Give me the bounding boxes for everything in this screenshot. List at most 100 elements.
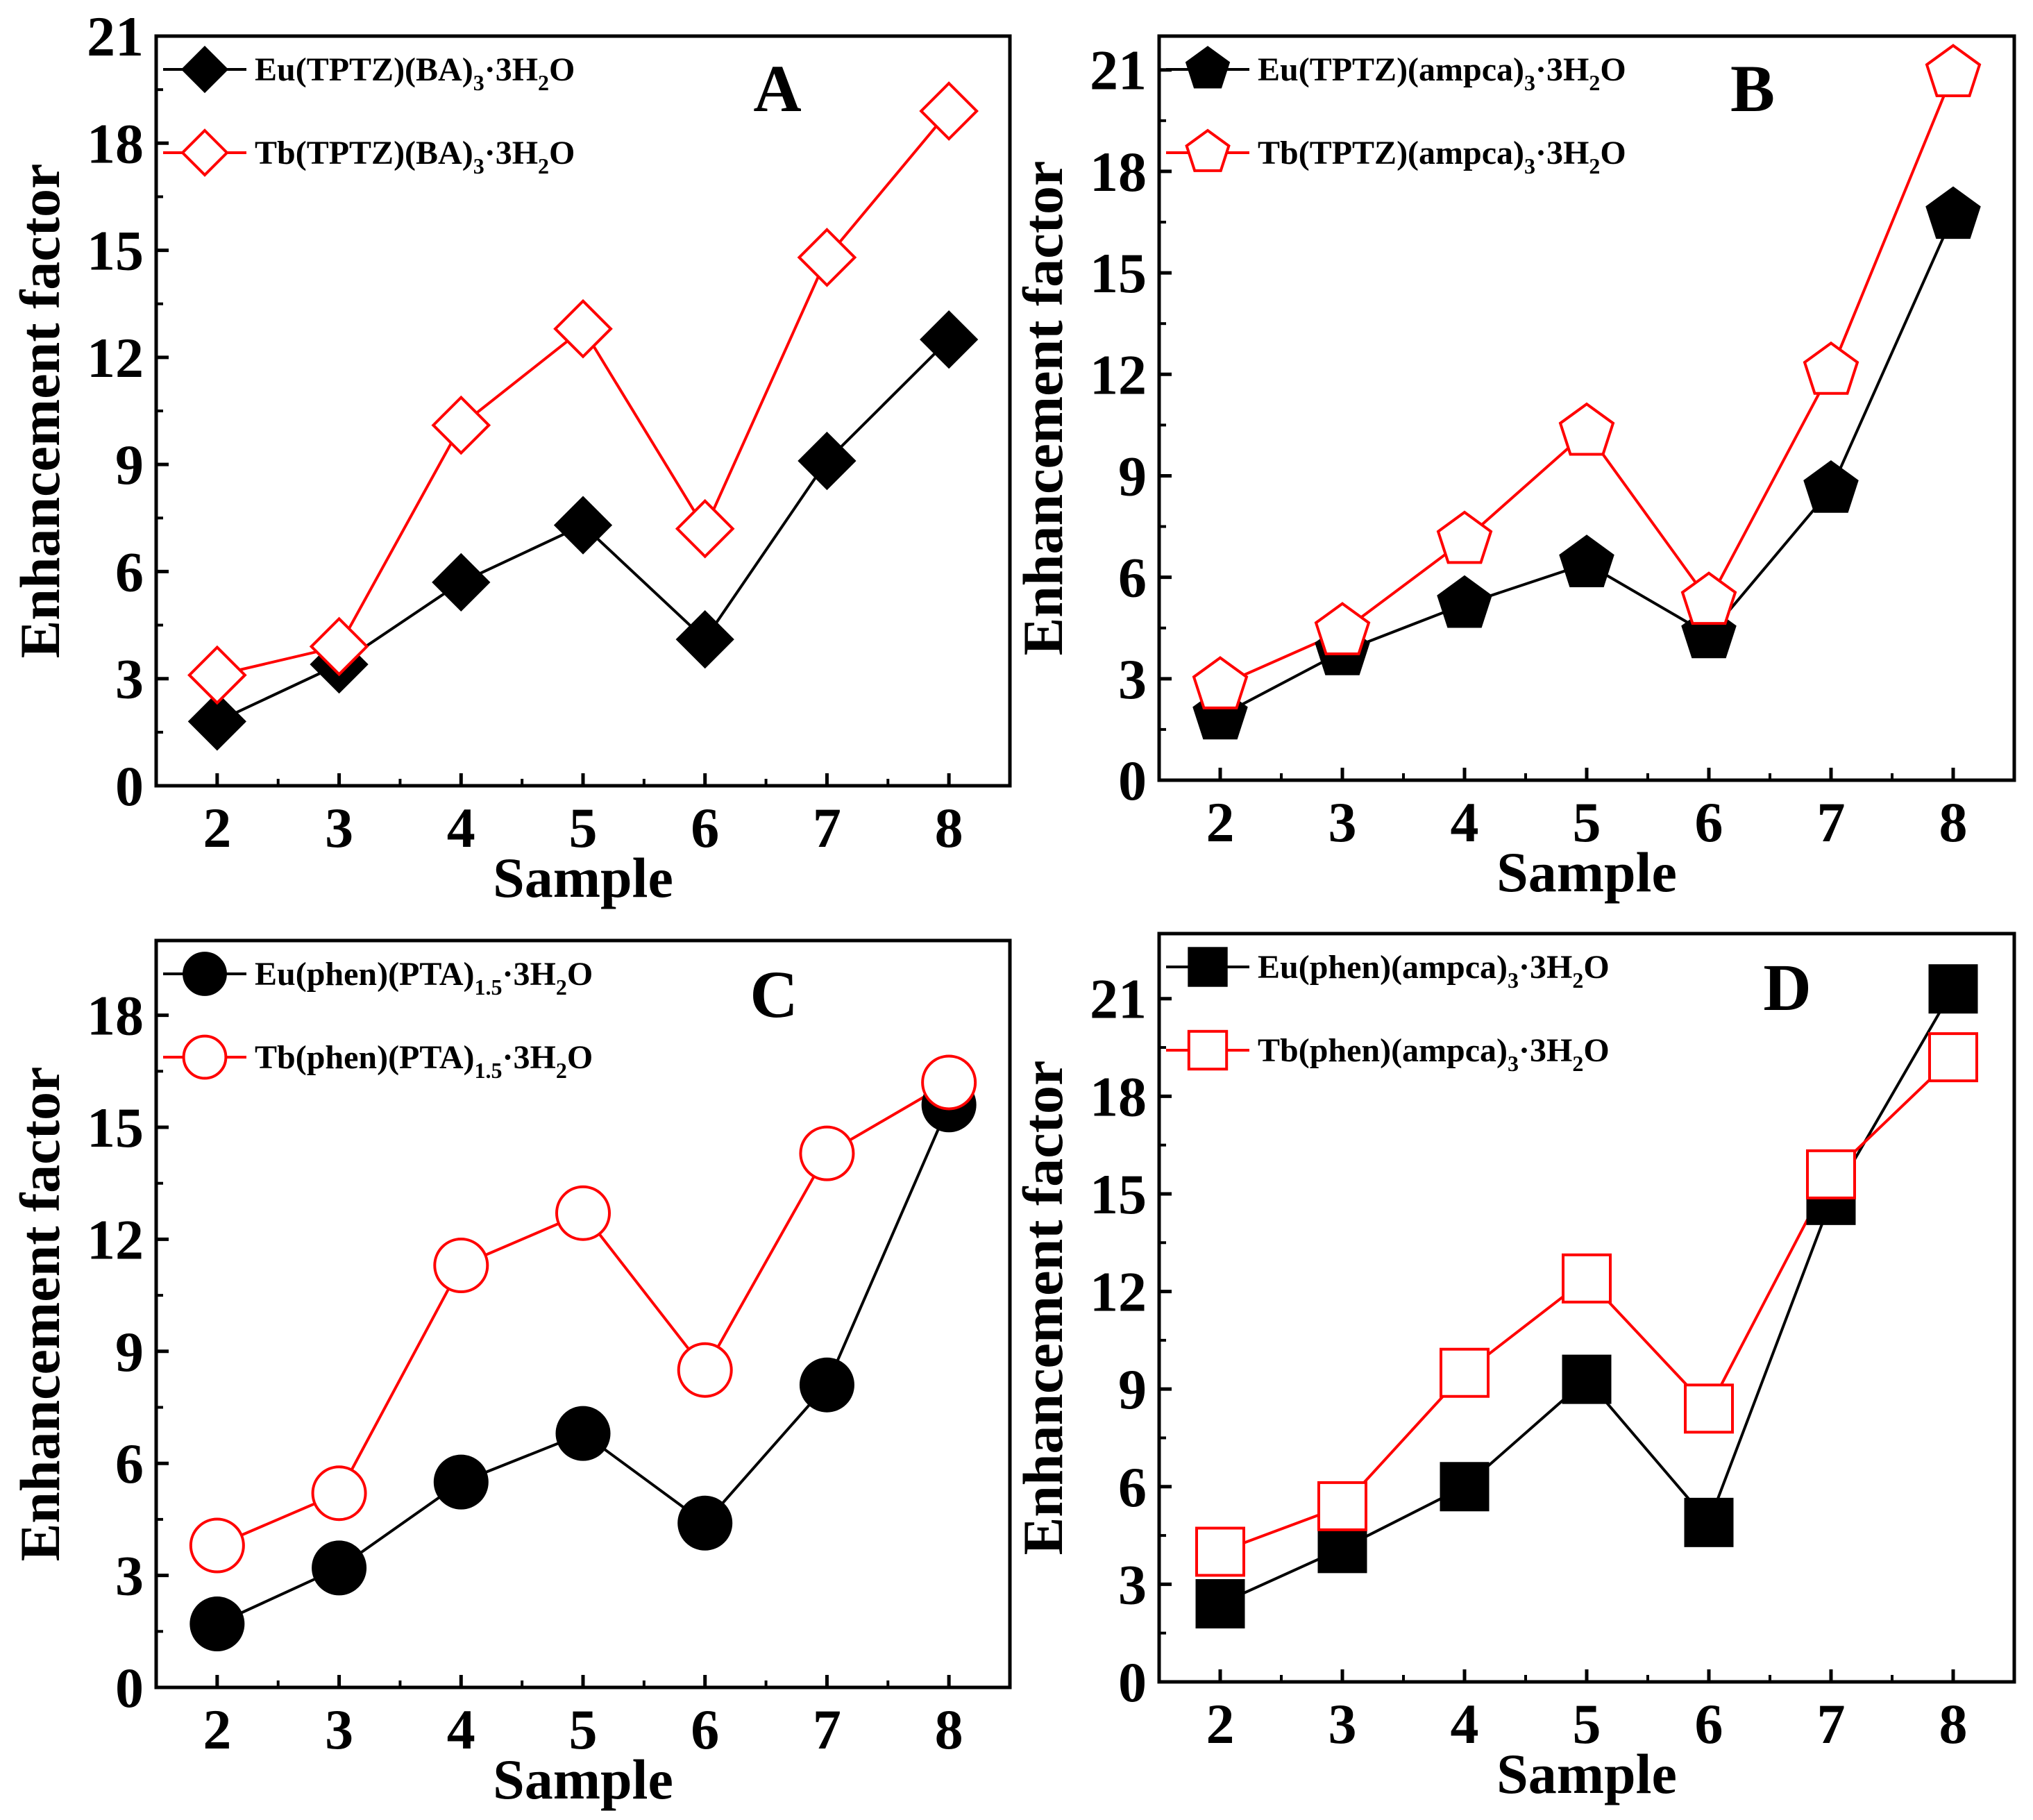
data-point-tb-sample-6 — [677, 1342, 733, 1398]
y-tick-label: 15 — [87, 1096, 144, 1159]
y-tick-label: 0 — [115, 1656, 144, 1719]
data-point-tb-sample-4 — [1440, 1347, 1490, 1398]
data-point-tb-sample-4 — [433, 1238, 489, 1294]
data-point-eu-sample-3 — [312, 1540, 367, 1596]
x-tick-label: 4 — [1451, 1692, 1479, 1755]
panel-letter: B — [1730, 51, 1775, 126]
x-tick-label: 3 — [1328, 791, 1357, 854]
panel-letter: D — [1763, 950, 1811, 1025]
legend-marker — [183, 952, 227, 996]
x-tick-label: 6 — [1695, 791, 1723, 854]
data-point-eu-sample-8 — [1928, 964, 1978, 1014]
data-point-eu-sample-7 — [1803, 460, 1859, 513]
data-point-eu-sample-2 — [189, 1596, 245, 1652]
data-point-eu-sample-5 — [553, 496, 613, 555]
legend-marker — [180, 128, 229, 177]
data-point-eu-sample-4 — [432, 553, 491, 612]
panel-d: 0 3 6 9 12 15 18 21 2 3 4 5 6 7 8 Sample Enhancement fac… — [1011, 932, 2016, 1805]
data-point-tb-sample-7 — [799, 1125, 855, 1181]
y-tick-label: 15 — [1090, 1163, 1147, 1226]
legend-label-tb: Tb(phen)(PTA)1.5·3H2O — [255, 1039, 593, 1083]
data-point-tb-sample-8 — [919, 81, 979, 141]
x-tick-label: 4 — [1451, 791, 1479, 854]
data-point-eu-sample-7 — [798, 431, 857, 491]
y-tick-label: 12 — [1090, 343, 1147, 406]
y-tick-label: 18 — [1090, 1065, 1147, 1128]
data-point-eu-sample-4 — [1437, 575, 1492, 628]
legend-marker — [1185, 128, 1231, 172]
x-tick-label: 5 — [569, 796, 598, 859]
y-tick-label: 9 — [115, 1320, 144, 1383]
data-point-eu-sample-6 — [677, 1495, 733, 1551]
panel-letter: A — [753, 51, 801, 126]
data-point-tb-sample-5 — [1558, 402, 1615, 456]
y-axis-title: Enhancement factor — [8, 1067, 71, 1562]
series-line-tb — [1220, 1056, 1955, 1553]
legend-marker — [180, 45, 229, 94]
legend-label-tb: Tb(TPTZ)(ampca)3·3H2O — [1258, 135, 1626, 178]
x-tick-label: 4 — [447, 796, 475, 859]
data-point-tb-sample-6 — [1680, 571, 1737, 625]
data-point-eu-sample-4 — [1440, 1462, 1490, 1512]
y-tick-label: 21 — [87, 5, 144, 68]
data-point-tb-sample-2 — [1192, 656, 1249, 709]
y-axis-title: Enhancement factor — [1011, 161, 1074, 656]
data-point-tb-sample-8 — [1925, 44, 1982, 97]
x-tick-label: 7 — [813, 1698, 841, 1761]
y-tick-label: 18 — [87, 984, 144, 1047]
data-point-eu-sample-2 — [1195, 1579, 1245, 1629]
x-axis-title: Sample — [493, 846, 673, 909]
y-tick-label: 3 — [1118, 648, 1147, 711]
data-point-eu-sample-8 — [1925, 186, 1981, 239]
x-tick-label: 8 — [935, 1698, 963, 1761]
data-point-tb-sample-4 — [1436, 510, 1493, 564]
legend-marker — [182, 1034, 228, 1080]
legend-label-eu: Eu(TPTZ)(BA)3·3H2O — [255, 51, 575, 95]
legend-marker — [1188, 947, 1228, 987]
y-tick-label: 12 — [87, 1208, 144, 1271]
y-tick-label: 0 — [1118, 1651, 1147, 1714]
data-point-eu-sample-2 — [187, 692, 246, 751]
legend-label-tb: Tb(phen)(ampca)3·3H2O — [1258, 1032, 1610, 1076]
x-tick-label: 3 — [325, 796, 353, 859]
y-tick-label: 0 — [1118, 749, 1147, 812]
data-point-tb-sample-7 — [1806, 1149, 1856, 1199]
x-tick-label: 8 — [1939, 1692, 1968, 1755]
y-tick-label: 15 — [1090, 242, 1147, 305]
y-axis-title: Enhancement factor — [8, 164, 71, 659]
y-tick-label: 6 — [115, 1432, 144, 1495]
y-tick-label: 3 — [1118, 1553, 1147, 1616]
data-point-eu-sample-5 — [1559, 534, 1614, 587]
x-tick-label: 7 — [1817, 1692, 1846, 1755]
data-point-eu-sample-7 — [799, 1357, 854, 1413]
y-tick-label: 9 — [1118, 444, 1147, 507]
x-tick-label: 2 — [1206, 791, 1235, 854]
x-tick-label: 6 — [1695, 1692, 1723, 1755]
legend-marker — [1187, 1029, 1229, 1071]
legend-marker — [1185, 46, 1231, 89]
y-tick-label: 12 — [87, 326, 144, 389]
y-tick-label: 3 — [115, 648, 144, 711]
x-tick-label: 3 — [325, 1698, 353, 1761]
legend-label-tb: Tb(TPTZ)(BA)3·3H2O — [255, 135, 575, 178]
series-line-tb — [217, 110, 950, 677]
x-tick-label: 3 — [1328, 1692, 1357, 1755]
data-point-tb-sample-2 — [189, 1517, 245, 1574]
data-point-eu-sample-5 — [555, 1406, 611, 1461]
x-tick-label: 6 — [691, 1698, 719, 1761]
x-tick-label: 5 — [1573, 1692, 1601, 1755]
x-tick-label: 4 — [447, 1698, 475, 1761]
legend-label-eu: Eu(TPTZ)(ampca)3·3H2O — [1258, 51, 1626, 95]
panel-letter: C — [750, 957, 798, 1031]
y-tick-label: 15 — [87, 219, 144, 283]
x-tick-label: 6 — [691, 796, 719, 859]
data-point-tb-sample-3 — [1314, 602, 1371, 655]
data-point-tb-sample-5 — [553, 298, 613, 359]
data-point-tb-sample-7 — [1803, 341, 1859, 395]
data-point-tb-sample-4 — [431, 395, 491, 455]
data-point-tb-sample-3 — [309, 616, 369, 677]
data-point-eu-sample-3 — [1317, 1524, 1367, 1574]
data-point-tb-sample-5 — [555, 1185, 611, 1241]
y-tick-label: 21 — [1090, 968, 1147, 1031]
x-axis-title: Sample — [1496, 841, 1677, 904]
